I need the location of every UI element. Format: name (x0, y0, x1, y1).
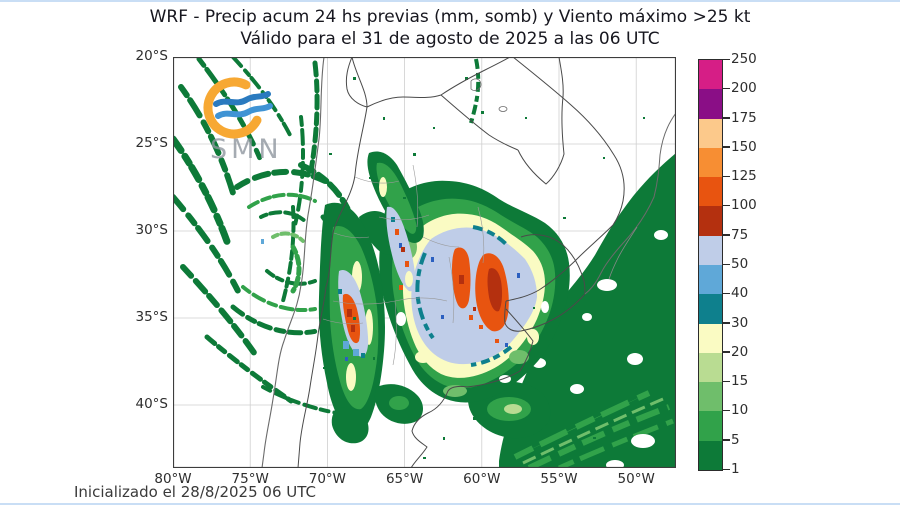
colorbar-segment (699, 382, 722, 412)
smn-logo: SMN (203, 77, 283, 165)
colorbar-segment (699, 294, 722, 324)
logo-ring (203, 77, 265, 139)
colorbar-segment (699, 60, 722, 90)
nw-sierras-band (359, 151, 424, 292)
colorbar-tick (723, 146, 730, 148)
y-axis-tick: 30°S (135, 222, 169, 238)
colorbar-segment (699, 177, 722, 207)
x-axis-tick: 75°W (231, 471, 269, 487)
bottom-edge-line (0, 503, 900, 505)
colorbar-tick-label: 250 (731, 51, 757, 67)
colorbar-segment (699, 352, 722, 383)
x-axis-tick: 70°W (308, 471, 347, 487)
colorbar-tick (723, 409, 730, 412)
colorbar-tick (723, 117, 730, 119)
colorbar-segment (699, 206, 722, 236)
bolivia-precip-sliver (465, 58, 484, 124)
colorbar-segment (699, 323, 722, 353)
logo-wave-upper (213, 91, 271, 107)
x-axis-tick: 65°W (385, 471, 424, 487)
map-frame (172, 56, 677, 469)
colorbar-tick (723, 322, 730, 324)
eastern-storm-mass (379, 180, 570, 403)
colorbar-tick (723, 468, 730, 470)
colorbar-segment (699, 440, 722, 470)
y-axis-tick: 35°S (135, 309, 169, 325)
x-axis-tick: 80°W (154, 471, 192, 487)
colorbar-tick-label: 50 (731, 256, 749, 272)
colorbar-tick (723, 87, 730, 90)
chart-subtitle: Válido para el 31 de agosto de 2025 a la… (240, 29, 660, 49)
colorbar-tick-label: 20 (731, 343, 749, 360)
init-caption: Inicializado el 28/8/2025 06 UTC (74, 483, 317, 501)
top-edge-line (0, 0, 900, 2)
colorbar-tick (723, 380, 730, 383)
colorbar-tick (723, 351, 730, 353)
map-canvas: SMN (169, 55, 677, 471)
x-axis-tick: 50°W (617, 471, 655, 487)
colorbar-tick-label: 1 (731, 461, 740, 477)
colorbar-tick-label: 200 (731, 80, 757, 97)
colorbar-tick-label: 30 (731, 314, 749, 331)
colorbar-segment (699, 118, 722, 148)
map-svg: SMN (169, 55, 677, 471)
province-borders (322, 164, 485, 366)
colorbar (698, 59, 723, 471)
colorbar-tick (723, 204, 730, 207)
y-axis-tick: 40°S (135, 396, 169, 412)
colorbar-tick-label: 125 (731, 168, 757, 185)
colorbar-segment (699, 147, 722, 178)
colorbar-tick (723, 263, 730, 265)
colorbar-tick (723, 58, 730, 60)
x-axis-tick: 55°W (540, 471, 578, 487)
speckle-noise (323, 77, 645, 459)
colorbar-tick-label: 75 (731, 226, 749, 243)
colorbar-tick (723, 439, 730, 441)
colorbar-tick-label: 10 (731, 402, 749, 419)
colorbar-tick-label: 40 (731, 285, 749, 302)
colorbar-tick-label: 175 (731, 109, 757, 126)
colorbar-segment (699, 411, 722, 441)
colorbar-tick-label: 15 (731, 373, 749, 390)
atlantic-rain-swath (499, 153, 676, 471)
colorbar-tick (723, 175, 730, 178)
colorbar-segment (699, 235, 722, 265)
title-block: WRF - Precip acum 24 hs previas (mm, som… (15, 6, 885, 50)
colorbar-tick-label: 150 (731, 138, 757, 155)
country-borders (261, 56, 677, 469)
colorbar-segment (699, 89, 722, 119)
x-axis-tick: 60°W (463, 471, 501, 487)
logo-text: SMN (210, 134, 283, 165)
colorbar-tick-label: 5 (731, 431, 740, 448)
colorbar-segment (699, 264, 722, 295)
chart-title: WRF - Precip acum 24 hs previas (mm, som… (149, 7, 751, 27)
colorbar-tick (723, 234, 730, 236)
logo-wave-lower (215, 103, 273, 119)
colorbar-tick (723, 292, 730, 295)
y-axis-tick: 25°S (135, 135, 169, 151)
pacific-spiral-band (169, 55, 360, 415)
colorbar-tick-label: 100 (731, 197, 757, 214)
y-axis-tick: 20°S (135, 48, 169, 64)
